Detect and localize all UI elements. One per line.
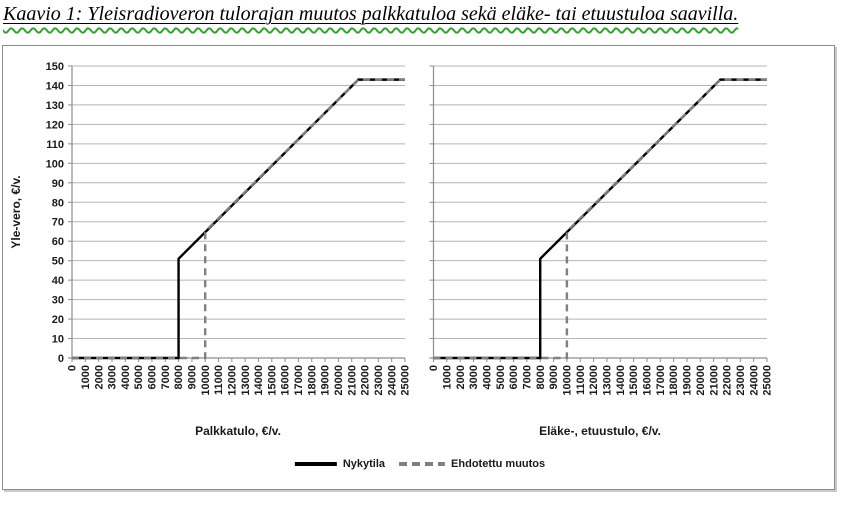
svg-text:11000: 11000: [213, 365, 225, 395]
svg-text:10: 10: [52, 334, 64, 346]
svg-text:17000: 17000: [655, 365, 667, 396]
svg-text:30: 30: [52, 295, 64, 307]
svg-text:19000: 19000: [682, 365, 694, 396]
svg-text:23000: 23000: [735, 365, 747, 396]
svg-text:10000: 10000: [562, 365, 574, 396]
svg-text:9000: 9000: [187, 365, 199, 389]
svg-text:5000: 5000: [495, 365, 507, 389]
gridlines: [433, 65, 767, 340]
y-tick-labels: 0 10 20 30 40 50 60 70 80 90 100 110 120 130 140 150: [46, 61, 64, 365]
svg-text:110: 110: [46, 139, 64, 151]
svg-text:22000: 22000: [360, 365, 372, 396]
svg-text:18000: 18000: [306, 365, 318, 396]
svg-text:100: 100: [46, 158, 64, 170]
legend-item-nykytila: Nykytila: [294, 458, 386, 470]
x-tick-labels: 0 1000 2000 3000 4000 5000 6000 7000 8000 9000 100…: [67, 365, 412, 396]
svg-text:70: 70: [52, 217, 64, 229]
legend-label-nykytila: Nykytila: [342, 458, 386, 470]
svg-text:4000: 4000: [120, 365, 132, 389]
svg-text:15000: 15000: [266, 365, 278, 396]
svg-text:23000: 23000: [373, 365, 385, 396]
svg-text:24000: 24000: [748, 365, 760, 396]
solid-line-sample-icon: [294, 462, 337, 466]
svg-text:4000: 4000: [481, 365, 493, 389]
svg-text:1000: 1000: [80, 365, 92, 389]
x-tick-labels: 0 1000 2000 3000 4000 5000 6000 7000 8000 9000 100…: [428, 365, 774, 396]
figure-title: Kaavio 1: Yleisradioveron tulorajan muut…: [3, 3, 845, 26]
chart-panel-palkkatulo: 0 1000 2000 3000 4000 5000 6000 7000 8000 9000 100…: [46, 61, 412, 396]
legend-label-ehdotettu-muutos: Ehdotettu muutos: [451, 458, 546, 470]
axes: [429, 65, 768, 362]
chart-panel-elake-etuustulo: 0 1000 2000 3000 4000 5000 6000 7000 8000 9000 100…: [428, 65, 774, 396]
svg-text:13000: 13000: [240, 365, 252, 396]
svg-text:50: 50: [52, 256, 64, 268]
svg-text:17000: 17000: [293, 365, 305, 396]
svg-text:60: 60: [52, 236, 64, 248]
svg-text:7000: 7000: [160, 365, 172, 389]
legend-item-ehdotettu-muutos: Ehdotettu muutos: [399, 458, 545, 470]
svg-text:25000: 25000: [762, 365, 774, 396]
svg-text:130: 130: [46, 100, 64, 112]
svg-text:8000: 8000: [173, 365, 185, 389]
y-axis-title: Yle-vero, €/v.: [9, 175, 23, 249]
svg-text:19000: 19000: [320, 365, 332, 396]
svg-text:0: 0: [58, 353, 64, 365]
svg-text:40: 40: [52, 275, 64, 287]
series-nykytila: [72, 78, 405, 360]
svg-text:80: 80: [52, 197, 64, 209]
svg-text:13000: 13000: [602, 365, 614, 396]
svg-text:14000: 14000: [253, 365, 265, 396]
x-axis-title-palkkatulo: Palkkatulo, €/v.: [195, 424, 281, 438]
svg-text:21000: 21000: [708, 365, 720, 396]
axes: [68, 65, 406, 362]
gridlines: [72, 65, 405, 340]
svg-text:16000: 16000: [280, 365, 292, 396]
svg-text:8000: 8000: [535, 365, 547, 389]
svg-text:3000: 3000: [107, 365, 119, 389]
svg-text:22000: 22000: [722, 365, 734, 396]
x-axis-title-elake-etuustulo: Eläke-, etuustulo, €/v.: [539, 424, 661, 438]
svg-text:3000: 3000: [468, 365, 480, 389]
svg-text:18000: 18000: [668, 365, 680, 396]
svg-text:21000: 21000: [346, 365, 358, 396]
svg-text:0: 0: [67, 365, 79, 371]
svg-text:5000: 5000: [133, 365, 145, 389]
svg-text:11000: 11000: [575, 365, 587, 395]
svg-text:0: 0: [428, 365, 440, 371]
series-ehdotettu-muutos: [433, 78, 767, 360]
svg-text:10000: 10000: [200, 365, 212, 396]
svg-text:7000: 7000: [522, 365, 534, 389]
svg-text:140: 140: [46, 80, 64, 92]
series-ehdotettu-muutos: [72, 78, 405, 360]
svg-text:2000: 2000: [93, 365, 105, 389]
title-spellcheck-underline: Kaavio 1: Yleisradioveron tulorajan muut…: [3, 3, 738, 25]
svg-text:24000: 24000: [386, 365, 398, 396]
svg-text:150: 150: [46, 61, 64, 73]
legend: Nykytila Ehdotettu muutos: [294, 456, 545, 472]
figure-frame: [2, 45, 835, 490]
svg-text:6000: 6000: [147, 365, 159, 389]
svg-text:25000: 25000: [400, 365, 412, 396]
svg-text:12000: 12000: [588, 365, 600, 396]
svg-text:16000: 16000: [642, 365, 654, 396]
svg-text:9000: 9000: [548, 365, 560, 389]
svg-text:20000: 20000: [333, 365, 345, 396]
svg-text:1000: 1000: [441, 365, 453, 389]
figure-title-text: Kaavio 1: Yleisradioveron tulorajan muut…: [3, 3, 739, 25]
svg-text:14000: 14000: [615, 365, 627, 396]
series-nykytila: [433, 78, 767, 360]
svg-text:20000: 20000: [695, 365, 707, 396]
svg-text:2000: 2000: [455, 365, 467, 389]
svg-text:6000: 6000: [508, 365, 520, 389]
svg-text:90: 90: [52, 178, 64, 190]
svg-text:12000: 12000: [226, 365, 238, 396]
dashed-line-sample-icon: [399, 462, 446, 466]
svg-text:20: 20: [52, 314, 64, 326]
svg-text:120: 120: [46, 119, 64, 131]
svg-text:15000: 15000: [628, 365, 640, 396]
